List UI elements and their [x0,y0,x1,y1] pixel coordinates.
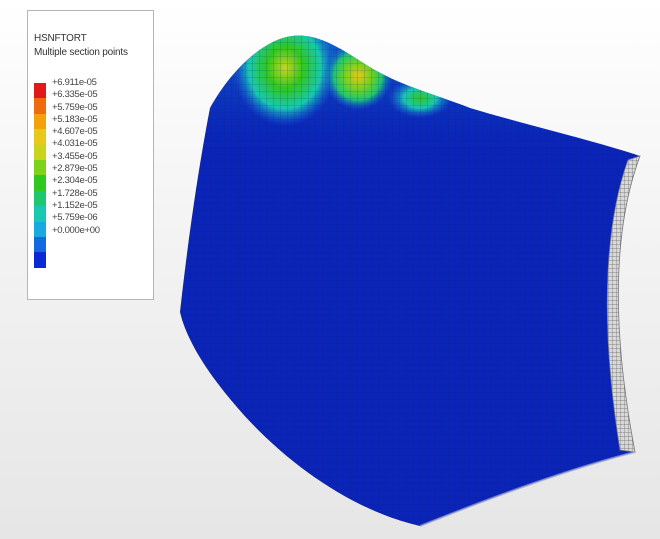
legend-tick-label: +6.335e-05 [52,89,98,101]
shell-bottom-edge [419,451,636,527]
legend-tick-label: +5.183e-05 [52,113,98,125]
legend-tick-label: +1.152e-05 [52,199,98,211]
legend-swatch [34,221,46,237]
legend-tick-label: +4.607e-05 [52,126,98,138]
legend-variable-name: HSNFTORT [34,33,87,44]
legend-tick-labels: +6.911e-05 +6.335e-05 +5.759e-05 +5.183e-05… [52,77,100,237]
legend-tick-label: +4.031e-05 [52,138,98,150]
legend-swatch [34,129,46,145]
legend-tick-label: +2.304e-05 [52,175,98,187]
legend-swatch [34,236,46,253]
legend-swatch [34,252,46,268]
legend-swatch [34,190,46,207]
legend-subtitle: Multiple section points [34,47,128,58]
legend-swatch [34,144,46,160]
fem-shell-model [180,35,641,527]
legend-swatch [34,159,46,176]
legend-tick-label: +5.759e-05 [52,101,98,113]
legend-tick-label: +6.911e-05 [52,77,97,88]
legend-swatch [34,175,46,191]
legend-tick-label: +2.879e-05 [52,163,98,175]
shell-edge [606,155,641,453]
legend-tick-label: +0.000e+00 [52,224,100,236]
legend-swatch [34,206,46,222]
legend-tick-label: +1.728e-05 [52,187,98,199]
contour-legend: HSNFTORT Multiple section points +6.911e… [27,10,154,300]
legend-swatch [34,83,46,99]
legend-swatch [34,98,46,114]
legend-tick-label: +3.455e-05 [52,150,98,162]
legend-tick-label: +5.759e-06 [52,212,98,224]
legend-color-bar [34,83,46,268]
legend-swatch [34,113,46,130]
